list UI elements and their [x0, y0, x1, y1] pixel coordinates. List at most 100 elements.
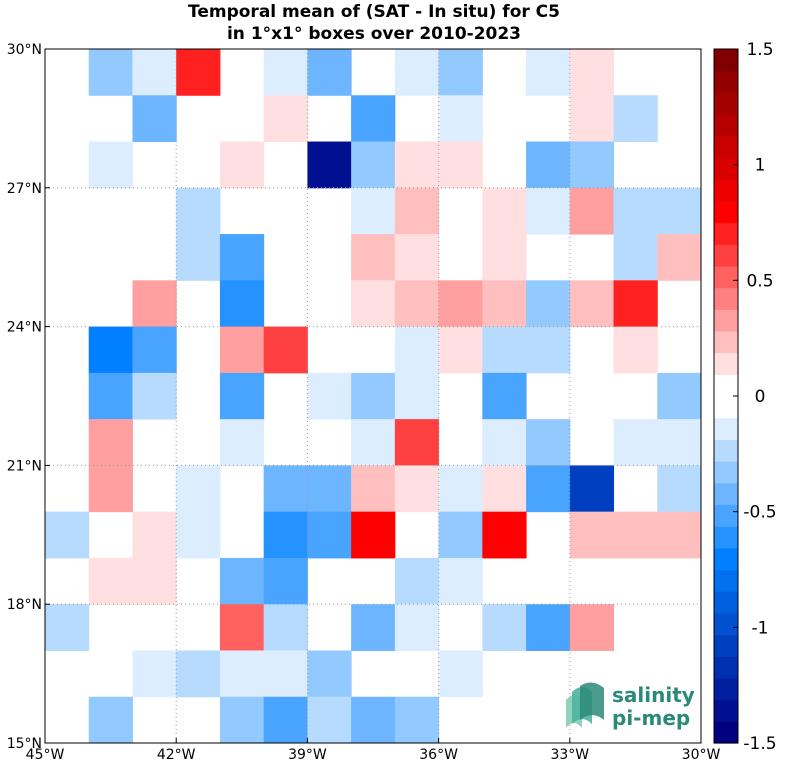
y-tick-label: 24°N: [7, 320, 42, 336]
heatmap-cell: [307, 696, 352, 744]
heatmap-cell: [88, 141, 133, 189]
heatmap-cell: [613, 419, 658, 466]
heatmap-cell: [88, 696, 133, 744]
y-tick-label: 30°N: [7, 42, 42, 58]
colorbar-segment: [714, 200, 738, 224]
heatmap-cell: [569, 49, 615, 96]
colorbar-segment: [714, 547, 738, 571]
heatmap-cell: [526, 187, 571, 235]
heatmap-cell: [307, 372, 352, 420]
heatmap-cell: [176, 187, 221, 235]
colorbar-segment: [714, 396, 738, 419]
heatmap-cell: [657, 234, 702, 281]
wave-logo-icon: [566, 682, 604, 728]
heatmap-cell: [351, 141, 396, 189]
colorbar-segment: [714, 721, 738, 744]
y-axis-ticks: 15°N 18°N 21°N 24°N 27°N 30°N: [7, 42, 50, 752]
colorbar-segment: [714, 287, 738, 310]
heatmap-cell: [88, 419, 133, 466]
heatmap-cell: [263, 49, 308, 96]
heatmap-cell: [482, 372, 527, 420]
heatmap-cell: [526, 419, 571, 466]
heatmap-cell: [176, 234, 221, 281]
heatmap-cell: [307, 650, 352, 698]
heatmap-cell: [219, 280, 265, 328]
heatmap-cell: [88, 372, 133, 420]
heatmap-cell: [263, 465, 308, 513]
heatmap-cell: [351, 604, 396, 651]
heatmap-cell: [526, 604, 571, 651]
heatmap-cell: [613, 280, 658, 328]
heatmap-cell: [263, 557, 308, 605]
colorbar-tick-label: 1.5: [746, 40, 773, 60]
heatmap-cell: [657, 419, 702, 466]
colorbar-segment: [714, 677, 738, 701]
heatmap-cell: [219, 604, 265, 651]
x-tick-label: 42°W: [157, 747, 196, 763]
x-tick-label: 45°W: [26, 747, 65, 763]
heatmap-cell: [132, 557, 177, 605]
colorbar-segment: [714, 482, 738, 506]
heatmap-cell: [351, 419, 396, 466]
heatmap-cell: [132, 280, 177, 328]
heatmap-cell: [394, 280, 440, 328]
heatmap-cell: [176, 650, 221, 698]
heatmap-cell: [307, 511, 352, 559]
heatmap-cell: [482, 326, 527, 374]
colorbar-tick-label: 0.5: [746, 271, 773, 291]
heatmap-cell: [394, 234, 440, 281]
heatmap-cell: [613, 234, 658, 281]
heatmap-cell: [526, 141, 571, 189]
colorbar-segment: [714, 634, 738, 657]
heatmap-cell: [526, 326, 571, 374]
heatmap-cell: [351, 280, 396, 328]
y-tick-label: 18°N: [7, 597, 42, 613]
colorbar-segment: [714, 504, 738, 527]
heatmap-cell: [263, 326, 308, 374]
salinity-pi-mep-logo: salinity pi-mep: [566, 682, 695, 730]
heatmap-cell: [394, 465, 440, 513]
colorbar-segment: [714, 352, 738, 375]
heatmap-cell: [394, 326, 440, 374]
heatmap-cell: [88, 49, 133, 96]
heatmap-cell: [613, 511, 658, 559]
heatmap-cell: [307, 49, 352, 96]
heatmap-cell: [438, 49, 483, 96]
heatmap-cell: [394, 141, 440, 189]
heatmap-cells: [45, 49, 702, 744]
colorbar-segment: [714, 222, 738, 245]
y-tick-label: 15°N: [7, 736, 42, 752]
heatmap-cell: [526, 49, 571, 96]
heatmap-cell: [438, 650, 483, 698]
heatmap-cell: [351, 511, 396, 559]
heatmap-cell: [132, 49, 177, 96]
colorbar-segment: [714, 309, 738, 332]
colorbar-segment: [714, 92, 738, 115]
x-axis-ticks: 45°W 42°W 39°W 36°W 33°W 30°W: [26, 738, 720, 763]
heatmap-cell: [482, 234, 527, 281]
heatmap-cell: [132, 372, 177, 420]
heatmap-cell: [482, 604, 527, 651]
heatmap-cell: [394, 419, 440, 466]
heatmap-cell: [569, 465, 615, 513]
colorbar-segment: [714, 49, 738, 72]
y-tick-label: 21°N: [7, 458, 42, 474]
heatmap-cell: [88, 326, 133, 374]
colorbar-segment: [714, 656, 738, 679]
heatmap-cell: [438, 141, 483, 189]
plot-frame: [44, 48, 702, 744]
heatmap-cell: [351, 95, 396, 143]
heatmap-cell: [45, 511, 90, 559]
colorbar-segment: [714, 612, 738, 636]
heatmap-cell: [657, 372, 702, 420]
heatmap-cell: [351, 187, 396, 235]
logo-line1: salinity: [612, 683, 695, 707]
heatmap-cell: [438, 95, 483, 143]
heatmap-cell: [351, 465, 396, 513]
heatmap-cell: [613, 326, 658, 374]
heatmap-cell: [657, 511, 702, 559]
heatmap-cell: [351, 696, 396, 744]
heatmap-cell: [307, 141, 352, 189]
colorbar-segment: [714, 417, 738, 440]
heatmap-cell: [569, 141, 615, 189]
